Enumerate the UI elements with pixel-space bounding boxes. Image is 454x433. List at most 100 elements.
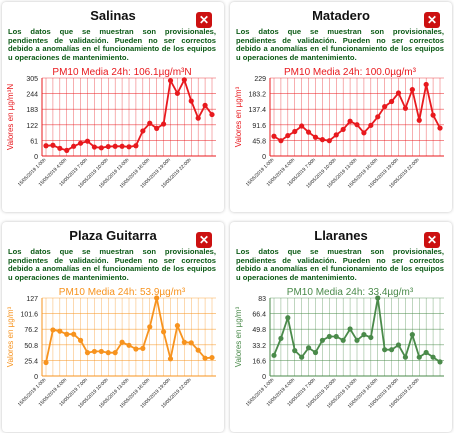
station-title: Llaranes: [314, 228, 368, 243]
chart-title: PM10 Media 24h: 33.4µg/m³: [287, 287, 414, 298]
data-point: [305, 129, 312, 135]
data-point: [154, 295, 160, 301]
y-tick-label: 0: [34, 374, 38, 381]
data-point: [388, 98, 395, 105]
provisional-notice: Los datos que se muestran son provisiona…: [236, 27, 444, 62]
data-point: [395, 342, 402, 348]
data-point: [278, 335, 284, 342]
close-icon[interactable]: ✕: [196, 232, 212, 248]
chart-matadero: PM10 Media 24h: 100.0µg/m³ 0 45.8 91.6 137.4…: [234, 67, 444, 190]
data-point: [181, 77, 187, 83]
data-point: [105, 143, 111, 150]
data-point: [77, 337, 84, 343]
data-point: [147, 324, 153, 330]
data-point: [188, 340, 194, 346]
data-point: [271, 133, 277, 139]
y-axis-label: Valores en µg/m³: [234, 86, 243, 147]
data-point: [126, 144, 132, 150]
y-tick-label: 122: [26, 123, 38, 130]
data-point: [77, 140, 84, 146]
y-tick-label: 101.6: [20, 312, 38, 319]
y-tick-label: 229: [254, 76, 266, 83]
y-axis-label: Valores en µg/m³N: [6, 84, 15, 150]
chart-title: PM10 Media 24h: 53.9µg/m³: [59, 287, 186, 298]
data-point: [64, 331, 70, 337]
data-point: [361, 332, 367, 338]
y-tick-label: 66.4: [252, 312, 266, 319]
data-point: [368, 334, 374, 341]
data-point: [409, 86, 415, 93]
data-point: [319, 337, 326, 343]
data-point: [209, 111, 215, 118]
close-icon[interactable]: ✕: [424, 12, 440, 28]
data-point: [188, 98, 194, 104]
station-title: Salinas: [90, 8, 136, 23]
data-point: [430, 354, 436, 360]
y-tick-label: 0: [262, 154, 266, 161]
data-point: [209, 354, 215, 361]
data-point: [202, 102, 208, 108]
data-point: [50, 142, 56, 148]
y-tick-label: 61: [30, 138, 38, 145]
y-tick-label: 45.8: [252, 138, 266, 145]
data-point: [354, 122, 360, 128]
data-point: [430, 112, 436, 118]
data-point: [354, 337, 360, 343]
y-tick-label: 0: [262, 374, 266, 381]
data-point: [126, 342, 132, 348]
panel-plaza-guitarra: Plaza Guitarra ✕ Los datos que se muestr…: [2, 222, 224, 432]
data-point: [181, 339, 187, 345]
y-tick-label: 127: [26, 296, 38, 303]
data-point: [202, 355, 208, 361]
data-point: [347, 118, 353, 124]
data-point: [271, 352, 277, 358]
data-point: [140, 345, 146, 351]
data-point: [64, 147, 70, 153]
data-point: [84, 350, 91, 356]
data-point: [437, 125, 443, 131]
data-point: [285, 132, 291, 139]
y-tick-label: 244: [26, 92, 38, 99]
y-tick-label: 305: [26, 76, 38, 83]
panel-salinas: Salinas ✕ Los datos que se muestran son …: [2, 2, 224, 212]
data-point: [333, 132, 339, 138]
data-point: [98, 348, 104, 355]
data-point: [57, 145, 63, 151]
close-icon[interactable]: ✕: [424, 232, 440, 248]
data-point: [340, 126, 346, 133]
y-tick-label: 137.4: [248, 107, 266, 114]
data-point: [133, 346, 139, 352]
panel-llaranes: Llaranes ✕ Los datos que se muestran son…: [230, 222, 452, 432]
data-point: [119, 143, 125, 149]
y-axis-label: Valores en µg/m³: [234, 306, 243, 367]
data-point: [133, 143, 139, 149]
data-point: [292, 348, 298, 354]
data-point: [340, 337, 346, 343]
data-point: [167, 356, 174, 362]
y-tick-label: 91.6: [252, 123, 266, 130]
station-title: Matadero: [312, 8, 370, 23]
y-tick-label: 16.6: [252, 358, 266, 365]
y-tick-label: 76.2: [24, 327, 38, 334]
data-point: [382, 347, 388, 353]
data-point: [361, 130, 367, 136]
data-point: [43, 359, 49, 366]
data-point: [98, 145, 104, 151]
data-point: [375, 114, 381, 120]
data-point: [57, 328, 63, 334]
data-point: [416, 354, 422, 360]
data-point: [333, 333, 339, 340]
data-point: [91, 144, 98, 150]
data-point: [382, 104, 388, 110]
data-point: [312, 134, 319, 140]
y-tick-label: 50.8: [24, 343, 38, 350]
data-point: [285, 315, 291, 321]
data-point: [326, 138, 332, 144]
data-point: [312, 349, 319, 356]
close-icon[interactable]: ✕: [196, 12, 212, 28]
chart-llaranes: PM10 Media 24h: 33.4µg/m³ 0 16.6 33.2 49.8 66…: [234, 287, 444, 410]
chart-salinas: PM10 Media 24h: 106.1µg/m³N 0 61 122 183 244 3…: [6, 67, 216, 190]
data-point: [299, 123, 305, 129]
data-point: [326, 333, 332, 340]
data-point: [50, 327, 56, 333]
